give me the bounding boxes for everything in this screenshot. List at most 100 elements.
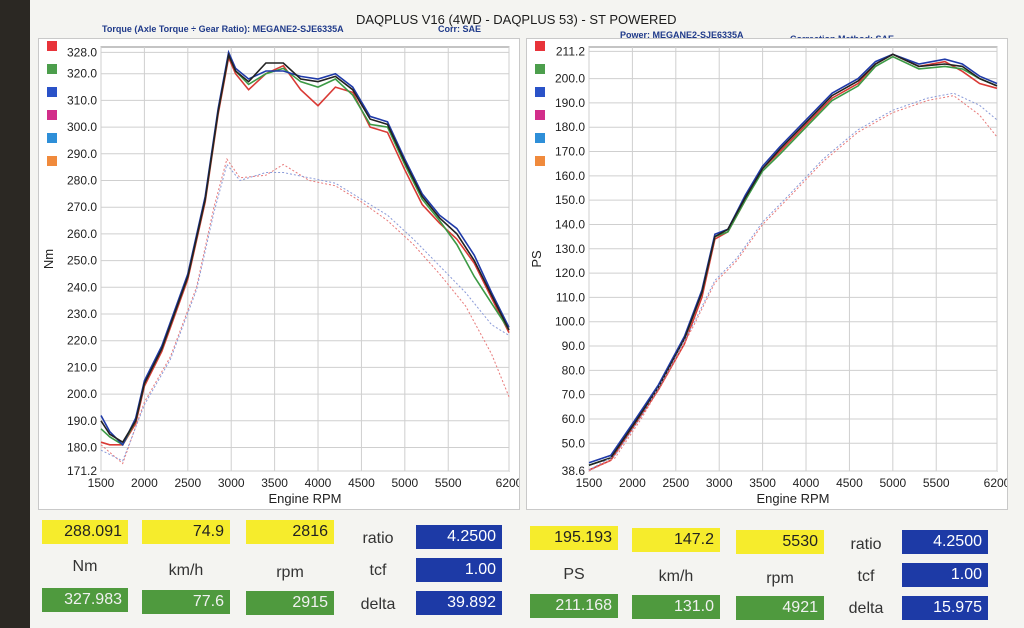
- power-unit-label: PS: [563, 566, 585, 583]
- y-tick-label: 171.2: [67, 464, 97, 478]
- legend-swatch: [47, 64, 57, 74]
- series-line-1: [100, 54, 510, 446]
- y-tick-label: 100.0: [555, 315, 585, 329]
- y-tick-label: 230.0: [67, 307, 97, 321]
- power-subtitle: Power: MEGANE2-SJE6335A: [620, 30, 744, 40]
- y-tick-label: 38.6: [562, 464, 586, 478]
- legend-swatch: [535, 156, 545, 166]
- legend-swatch: [535, 41, 545, 51]
- y-tick-label: 60.0: [562, 412, 586, 426]
- legend-swatch: [47, 110, 57, 120]
- plot-area: [588, 46, 998, 472]
- x-tick-label: 1500: [88, 476, 115, 490]
- x-axis-label: Engine RPM: [269, 491, 342, 506]
- tcf-label: tcf: [369, 562, 387, 579]
- x-tick-label: 2000: [619, 476, 646, 490]
- tcf-value: 1.00: [416, 558, 502, 582]
- y-tick-label: 160.0: [555, 169, 585, 183]
- y-tick-label: 250.0: [67, 254, 97, 268]
- series-line-5: [100, 157, 510, 465]
- power-chart-panel: 1500 2000 2500 3000 3500 4000 4500 5000 5500 6200…: [526, 38, 1011, 510]
- x-tick-label: 3000: [218, 476, 245, 490]
- y-tick-label: 310.0: [67, 93, 97, 107]
- y-tick-label: 290.0: [67, 147, 97, 161]
- x-tick-label: 4000: [793, 476, 820, 490]
- power-peak-value: 211.168: [530, 594, 618, 618]
- x-tick-label: 6200: [984, 476, 1007, 490]
- series-line-5: [588, 95, 998, 472]
- x-tick-label: 5500: [435, 476, 462, 490]
- speed-peak-value: 77.6: [142, 590, 230, 614]
- y-tick-label: 200.0: [67, 387, 97, 401]
- rpm-readout-value: 2816: [246, 520, 334, 544]
- series-line-1: [588, 53, 998, 471]
- speed-unit-label: km/h: [168, 562, 204, 579]
- x-tick-label: 2000: [131, 476, 158, 490]
- x-tick-label: 5000: [391, 476, 418, 490]
- y-tick-label: 210.0: [67, 360, 97, 374]
- y-tick-label: 110.0: [556, 290, 585, 304]
- torque-subtitle: Torque (Axle Torque ÷ Gear Ratio): MEGAN…: [102, 24, 344, 34]
- y-tick-label: 70.0: [562, 388, 586, 402]
- x-tick-label: 4000: [305, 476, 332, 490]
- x-tick-label: 5500: [923, 476, 950, 490]
- page-title: DAQPLUS V16 (4WD - DAQPLUS 53) - ST POWE…: [356, 12, 677, 27]
- y-tick-label: 130.0: [555, 242, 585, 256]
- speed-unit-label: km/h: [658, 568, 694, 585]
- plot-area: [100, 46, 510, 472]
- ratio-label: ratio: [850, 536, 882, 553]
- delta-value: 39.892: [416, 591, 502, 615]
- ratio-label: ratio: [362, 530, 394, 547]
- ratio-value: 4.2500: [416, 525, 502, 549]
- y-tick-label: 320.0: [67, 67, 97, 81]
- torque-unit-label: Nm: [72, 558, 98, 575]
- x-tick-label: 4500: [836, 476, 863, 490]
- y-tick-label: 270.0: [67, 200, 97, 214]
- legend-swatch: [47, 133, 57, 143]
- rpm-peak-value: 2915: [246, 591, 334, 615]
- y-tick-label: 90.0: [562, 339, 586, 353]
- torque-readout-value: 288.091: [42, 520, 128, 544]
- series-line-3: [100, 49, 510, 447]
- y-tick-label: 150.0: [555, 193, 585, 207]
- dyno-sheet: DAQPLUS V16 (4WD - DAQPLUS 53) - ST POWE…: [30, 0, 1024, 628]
- legend-swatch: [535, 133, 545, 143]
- y-tick-label: 200.0: [555, 72, 585, 86]
- x-tick-label: 5000: [879, 476, 906, 490]
- torque-chart: 1500 2000 2500 3000 3500 4000 4500 5000 5500 6200…: [41, 41, 523, 506]
- y-tick-label: 211.2: [556, 44, 585, 58]
- y-tick-label: 80.0: [562, 363, 586, 377]
- y-tick-label: 50.0: [562, 436, 586, 450]
- y-tick-label: 180.0: [67, 441, 97, 455]
- series-line-4: [100, 52, 510, 444]
- series-line-4: [588, 53, 998, 466]
- x-tick-label: 3500: [261, 476, 288, 490]
- speed-readout-value: 74.9: [142, 520, 230, 544]
- tcf-label: tcf: [857, 568, 875, 585]
- delta-label: delta: [360, 596, 396, 613]
- y-tick-label: 190.0: [67, 414, 97, 428]
- x-tick-label: 4500: [348, 476, 375, 490]
- legend-swatch: [47, 156, 57, 166]
- x-tick-label: 1500: [576, 476, 603, 490]
- series-line-6: [588, 92, 998, 471]
- tcf-value: 1.00: [902, 563, 988, 587]
- x-tick-label: 3500: [749, 476, 776, 490]
- x-tick-label: 2500: [662, 476, 689, 490]
- series-line-3: [588, 53, 998, 464]
- y-tick-label: 328.0: [67, 45, 97, 59]
- x-tick-label: 3000: [706, 476, 733, 490]
- power-readout-value: 195.193: [530, 526, 618, 550]
- x-tick-label: 6200: [496, 476, 519, 490]
- y-tick-label: 190.0: [555, 96, 585, 110]
- power-chart: 1500 2000 2500 3000 3500 4000 4500 5000 5500 6200…: [529, 41, 1011, 506]
- y-tick-label: 120.0: [555, 266, 585, 280]
- y-tick-label: 280.0: [67, 174, 97, 188]
- speed-readout-value: 147.2: [632, 528, 720, 552]
- y-tick-label: 220.0: [67, 334, 97, 348]
- x-tick-label: 2500: [174, 476, 201, 490]
- legend-swatch: [47, 41, 57, 51]
- y-tick-label: 180.0: [555, 120, 585, 134]
- legend-swatch: [535, 87, 545, 97]
- delta-value: 15.975: [902, 596, 988, 620]
